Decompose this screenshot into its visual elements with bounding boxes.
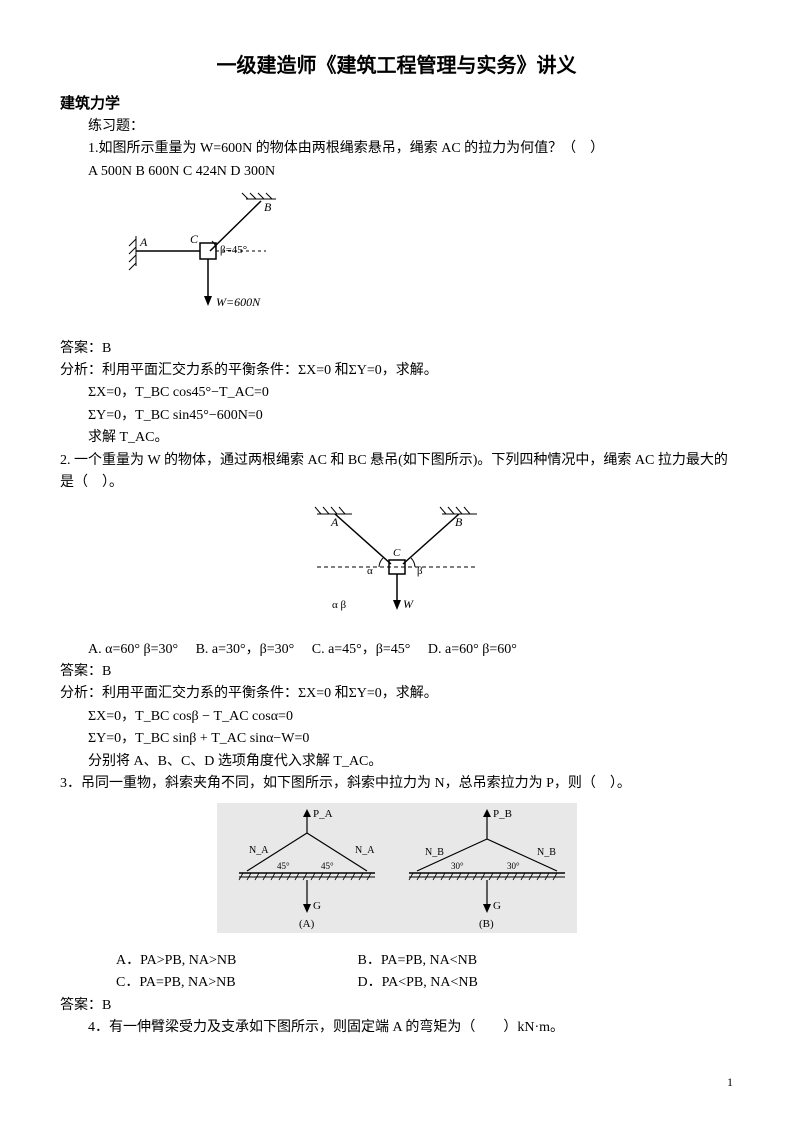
q2-opt-d: D. a=60° β=60°: [428, 642, 517, 657]
fig1-angle: β=45°: [220, 244, 247, 256]
q3-options-row2: C．PA=PB, NA>NB D．PA<PB, NA<NB: [60, 972, 733, 994]
q1-options: A 500N B 600N C 424N D 300N: [60, 161, 733, 183]
q2-text: 2. 一个重量为 W 的物体，通过两根绳索 AC 和 BC 悬吊(如下图所示)。…: [60, 450, 733, 495]
q2-analysis: 分析：利用平面汇交力系的平衡条件：ΣX=0 和ΣY=0，求解。: [60, 683, 733, 705]
q1-opt-a: A 500N: [88, 164, 132, 179]
svg-text:(B): (B): [479, 918, 494, 930]
q1-answer: 答案：B: [60, 338, 733, 360]
q3-options-row1: A．PA>PB, NA>NB B．PA=PB, NA<NB: [60, 950, 733, 972]
q3-figure: P_A N_A N_A 45° 45° G (A) P_B N_B N_: [60, 803, 733, 941]
svg-text:45°: 45°: [277, 861, 290, 871]
q2-eq1: ΣX=0，T_BC cosβ − T_AC cosα=0: [60, 706, 733, 728]
q1-analysis: 分析：利用平面汇交力系的平衡条件：ΣX=0 和ΣY=0，求解。: [60, 360, 733, 382]
q1-opt-c: C 424N: [183, 164, 227, 179]
q3-opt-a: A．PA>PB, NA>NB: [116, 950, 336, 972]
svg-text:(A): (A): [299, 918, 315, 930]
q1-eq2: ΣY=0，T_BC sin45°−600N=0: [60, 405, 733, 427]
q2-options: A. α=60° β=30° B. a=30°，β=30° C. a=45°，β…: [60, 639, 733, 661]
svg-text:β: β: [417, 565, 423, 577]
svg-text:α β: α β: [332, 599, 347, 611]
svg-text:G: G: [493, 900, 501, 912]
q2-opt-a: A. α=60° β=30°: [88, 642, 178, 657]
fig1-label-a: A: [139, 235, 148, 249]
svg-text:P_B: P_B: [493, 808, 512, 820]
q2-answer: 答案：B: [60, 661, 733, 683]
q4-text: 4．有一伸臂梁受力及支承如下图所示，则固定端 A 的弯矩为（ ）kN·m。: [60, 1017, 733, 1039]
q2-figure: A B C α β W α β: [60, 502, 733, 630]
q1-opt-b: B 600N: [135, 164, 179, 179]
q1-eq3: 求解 T_AC。: [60, 427, 733, 449]
page-number: 1: [727, 1073, 733, 1092]
q3-opt-d: D．PA<PB, NA<NB: [358, 975, 478, 990]
svg-text:P_A: P_A: [313, 808, 333, 820]
svg-text:C: C: [393, 547, 401, 559]
svg-text:W: W: [403, 597, 414, 611]
section-heading: 建筑力学: [60, 92, 733, 116]
q3-opt-c: C．PA=PB, NA>NB: [116, 972, 336, 994]
svg-text:N_A: N_A: [249, 845, 269, 856]
svg-text:G: G: [313, 900, 321, 912]
q3-opt-b: B．PA=PB, NA<NB: [358, 953, 478, 968]
svg-text:30°: 30°: [451, 861, 464, 871]
q1-opt-d: D 300N: [230, 164, 275, 179]
svg-text:N_A: N_A: [355, 845, 375, 856]
svg-text:45°: 45°: [321, 861, 334, 871]
q3-answer: 答案：B: [60, 995, 733, 1017]
q2-eq3: 分别将 A、B、C、D 选项角度代入求解 T_AC。: [60, 751, 733, 773]
q2-eq2: ΣY=0，T_BC sinβ + T_AC sinα−W=0: [60, 728, 733, 750]
q2-opt-b: B. a=30°，β=30°: [196, 642, 295, 657]
q1-figure: B A C β=45° W=600N: [60, 191, 733, 329]
practice-label: 练习题：: [60, 116, 733, 138]
q1-text: 1.如图所示重量为 W=600N 的物体由两根绳索悬吊，绳索 AC 的拉力为何值…: [60, 138, 733, 160]
svg-text:30°: 30°: [507, 861, 520, 871]
q2-opt-c: C. a=45°，β=45°: [312, 642, 411, 657]
svg-text:α: α: [367, 565, 373, 577]
fig1-weight: W=600N: [216, 295, 261, 309]
q1-eq1: ΣX=0，T_BC cos45°−T_AC=0: [60, 382, 733, 404]
q3-text: 3．吊同一重物，斜索夹角不同，如下图所示，斜索中拉力为 N，总吊索拉力为 P，则…: [60, 773, 733, 795]
svg-text:N_B: N_B: [537, 847, 556, 858]
fig1-label-c: C: [190, 232, 199, 246]
doc-title: 一级建造师《建筑工程管理与实务》讲义: [60, 50, 733, 82]
svg-text:N_B: N_B: [425, 847, 444, 858]
fig1-label-b: B: [264, 200, 272, 214]
